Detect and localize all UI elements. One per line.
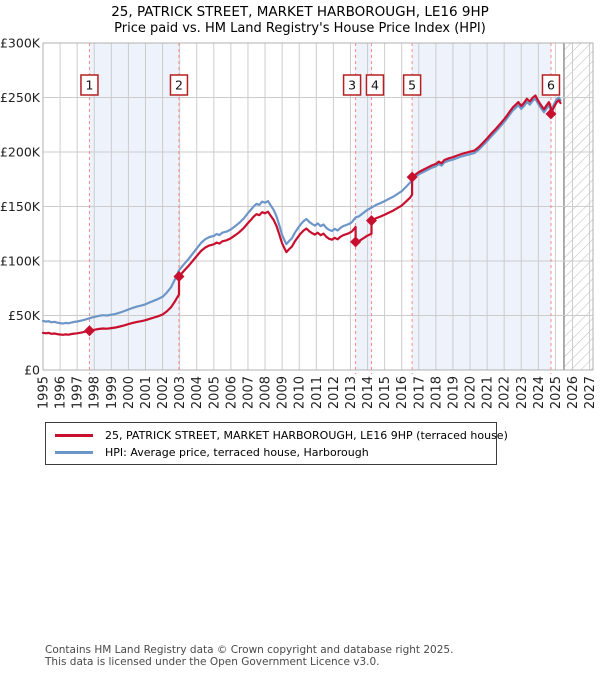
marker-number: 2 bbox=[175, 78, 183, 93]
license-note: Contains HM Land Registry data © Crown c… bbox=[45, 644, 585, 668]
x-axis-label: 2002 bbox=[156, 376, 171, 409]
y-axis-label: £100K bbox=[0, 254, 41, 269]
sale-marker-diamond bbox=[365, 215, 377, 227]
hpi-line-swatch bbox=[55, 451, 93, 454]
marker-number-box bbox=[365, 74, 385, 96]
price-line-swatch bbox=[55, 434, 93, 437]
x-axis-label: 2021 bbox=[481, 376, 496, 409]
x-axis-label: 2004 bbox=[190, 376, 205, 409]
sale-marker-diamond bbox=[83, 325, 95, 337]
license-line-1: Contains HM Land Registry data © Crown c… bbox=[45, 644, 454, 656]
marker-number: 4 bbox=[371, 78, 379, 93]
x-axis-label: 2016 bbox=[395, 376, 410, 409]
license-line-2: This data is licensed under the Open Gov… bbox=[45, 655, 380, 668]
legend-label: HPI: Average price, terraced house, Harb… bbox=[105, 446, 369, 459]
hpi-line bbox=[41, 96, 562, 325]
price-chart: 1 2 3 4 5 6 £0 £50K £100K £150K £200K £250K £300K 199… bbox=[0, 36, 598, 410]
x-axis-label: 2011 bbox=[310, 376, 325, 409]
x-axis-label: 1997 bbox=[71, 376, 86, 409]
marker-number-box bbox=[169, 74, 189, 96]
legend-entry: 25, PATRICK STREET, MARKET HARBOROUGH, L… bbox=[55, 427, 508, 444]
x-axis-label: 2023 bbox=[515, 376, 530, 409]
y-axis-label: £50K bbox=[8, 308, 41, 323]
chart-subtitle: Price paid vs. HM Land Registry's House … bbox=[114, 21, 486, 36]
legend-entry: HPI: Average price, terraced house, Harb… bbox=[55, 444, 496, 461]
sale-marker-diamond bbox=[173, 271, 185, 283]
x-axis-label: 2009 bbox=[276, 376, 291, 409]
y-axis-label: £200K bbox=[0, 145, 41, 160]
x-axis-label: 2006 bbox=[224, 376, 239, 409]
x-axis-label: 2013 bbox=[344, 376, 359, 409]
sale-marker-diamond bbox=[406, 171, 418, 183]
x-axis-label: 2020 bbox=[464, 376, 479, 409]
marker-number: 5 bbox=[408, 78, 416, 93]
x-axis-label: 2010 bbox=[293, 376, 308, 409]
x-axis-label: 2000 bbox=[122, 376, 137, 409]
marker-number-box bbox=[541, 74, 561, 96]
plot-border bbox=[42, 42, 594, 371]
x-axis-label: 2026 bbox=[566, 376, 581, 409]
chart-legend: 25, PATRICK STREET, MARKET HARBOROUGH, L… bbox=[45, 422, 508, 465]
y-axis-label: £300K bbox=[0, 36, 41, 51]
x-axis-label: 2017 bbox=[412, 376, 427, 409]
x-axis-label: 1995 bbox=[37, 376, 52, 409]
marker-number-box bbox=[342, 74, 362, 96]
x-axis-label: 2007 bbox=[241, 376, 256, 409]
x-axis-label: 1999 bbox=[105, 376, 120, 409]
marker-number: 6 bbox=[547, 78, 555, 93]
x-axis-label: 2014 bbox=[361, 376, 376, 409]
x-axis-label: 2003 bbox=[173, 376, 188, 409]
x-axis-label: 2001 bbox=[139, 376, 154, 409]
x-axis-label: 2025 bbox=[549, 376, 564, 409]
y-axis-label: £250K bbox=[0, 90, 41, 105]
legend-label: 25, PATRICK STREET, MARKET HARBOROUGH, L… bbox=[105, 429, 508, 442]
x-axis-label: 2027 bbox=[583, 376, 598, 409]
x-axis-label: 1996 bbox=[54, 376, 69, 409]
price-paid-line bbox=[41, 94, 562, 336]
sale-marker-diamond bbox=[350, 236, 362, 248]
x-axis-label: 2015 bbox=[378, 376, 393, 409]
x-axis-label: 2008 bbox=[259, 376, 274, 409]
x-axis-label: 2012 bbox=[327, 376, 342, 409]
marker-number: 1 bbox=[85, 78, 93, 93]
marker-number-box bbox=[80, 74, 99, 96]
x-axis-label: 2018 bbox=[429, 376, 444, 409]
x-axis-label: 2022 bbox=[498, 376, 513, 409]
y-axis-label: £150K bbox=[0, 199, 41, 214]
marker-number: 3 bbox=[348, 78, 356, 93]
x-axis-label: 2005 bbox=[207, 376, 222, 409]
chart-title: 25, PATRICK STREET, MARKET HARBOROUGH, L… bbox=[111, 4, 489, 20]
x-axis-label: 2019 bbox=[446, 376, 461, 409]
x-axis-label: 2024 bbox=[532, 376, 547, 409]
y-axis-label: £0 bbox=[24, 363, 40, 378]
marker-number-box bbox=[402, 74, 422, 96]
x-axis-label: 1998 bbox=[88, 376, 103, 409]
sale-marker-diamond bbox=[545, 108, 557, 120]
